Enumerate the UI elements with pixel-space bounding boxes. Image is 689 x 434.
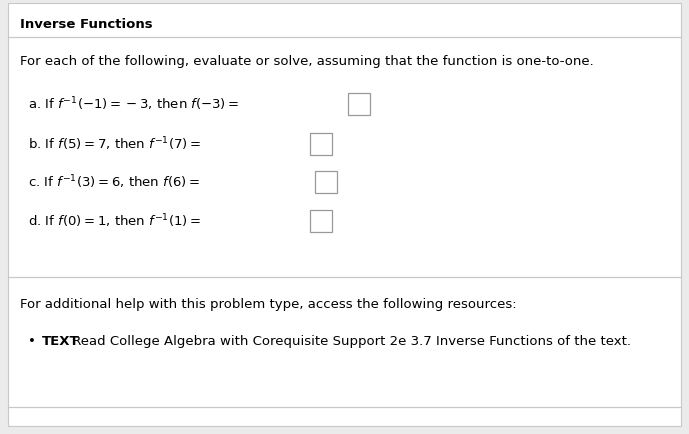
- FancyBboxPatch shape: [310, 134, 332, 156]
- FancyBboxPatch shape: [310, 210, 332, 233]
- Text: TEXT: TEXT: [42, 334, 80, 347]
- Text: b. If $f(5) = 7$, then $f^{-1}(7) =$: b. If $f(5) = 7$, then $f^{-1}(7) =$: [28, 135, 201, 152]
- Text: a. If $f^{-1}(-1) = -3$, then $f(-3) =$: a. If $f^{-1}(-1) = -3$, then $f(-3) =$: [28, 95, 239, 112]
- Text: For each of the following, evaluate or solve, assuming that the function is one-: For each of the following, evaluate or s…: [20, 55, 594, 68]
- Text: d. If $f(0) = 1$, then $f^{-1}(1) =$: d. If $f(0) = 1$, then $f^{-1}(1) =$: [28, 211, 201, 229]
- FancyBboxPatch shape: [348, 94, 370, 116]
- Text: Inverse Functions: Inverse Functions: [20, 18, 153, 31]
- FancyBboxPatch shape: [315, 171, 337, 194]
- Text: •: •: [28, 334, 44, 347]
- Text: c. If $f^{-1}(3) = 6$, then $f(6) =$: c. If $f^{-1}(3) = 6$, then $f(6) =$: [28, 173, 200, 190]
- Text: For additional help with this problem type, access the following resources:: For additional help with this problem ty…: [20, 297, 517, 310]
- Text: Read College Algebra with Corequisite Support 2e 3.7 Inverse Functions of the te: Read College Algebra with Corequisite Su…: [68, 334, 631, 347]
- FancyBboxPatch shape: [8, 4, 681, 426]
